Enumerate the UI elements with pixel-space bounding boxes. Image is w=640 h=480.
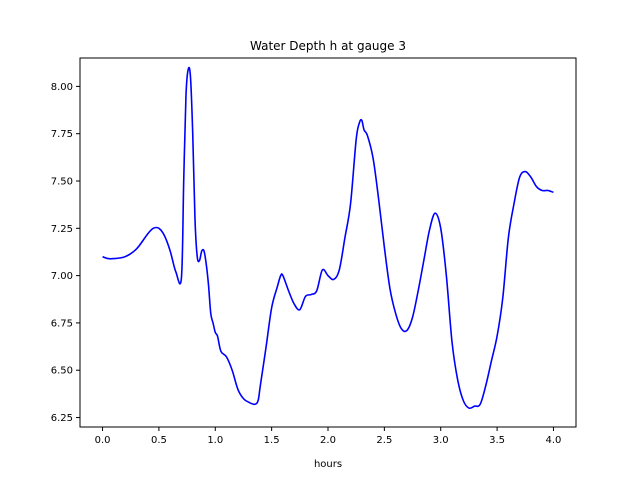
y-tick-label: 6.75 xyxy=(51,318,73,329)
x-axis-label: hours xyxy=(314,459,342,470)
y-tick-label: 7.75 xyxy=(51,129,73,140)
x-tick-label: 3.0 xyxy=(433,435,449,446)
chart-title: Water Depth h at gauge 3 xyxy=(250,39,406,53)
y-tick-label: 7.50 xyxy=(51,177,73,188)
x-tick-label: 4.0 xyxy=(546,435,562,446)
y-tick-label: 8.00 xyxy=(51,82,73,93)
y-tick-label: 6.50 xyxy=(51,366,73,377)
x-tick-label: 0.5 xyxy=(151,435,167,446)
y-tick-label: 7.00 xyxy=(51,271,73,282)
x-tick-label: 1.0 xyxy=(207,435,223,446)
y-tick-label: 7.25 xyxy=(51,224,73,235)
water-depth-line xyxy=(102,66,554,410)
x-tick-label: 2.0 xyxy=(320,435,336,446)
x-tick-label: 0.0 xyxy=(95,435,111,446)
x-tick-label: 2.5 xyxy=(376,435,392,446)
y-tick-label: 6.25 xyxy=(51,413,73,424)
x-tick-label: 1.5 xyxy=(264,435,280,446)
x-tick-label: 3.5 xyxy=(489,435,505,446)
y-axis: 6.25 6.50 6.75 7.00 7.25 7.50 7.75 8.00 xyxy=(51,82,80,424)
x-axis: 0.0 0.5 1.0 1.5 2.0 2.5 3.0 3.5 4.0 xyxy=(95,427,562,446)
